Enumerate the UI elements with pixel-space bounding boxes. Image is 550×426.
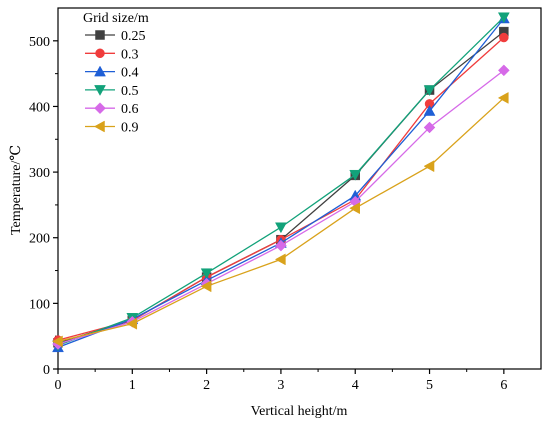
y-axis: 0 100 200 300 400 500 xyxy=(29,35,58,378)
plot-area xyxy=(57,7,542,370)
data-point xyxy=(126,317,138,330)
series-0.5 xyxy=(52,12,510,352)
data-point xyxy=(497,91,509,104)
data-point xyxy=(275,222,287,234)
legend-item: 0.6 xyxy=(85,102,139,117)
data-point xyxy=(423,121,436,134)
legend-item: 0.25 xyxy=(85,29,146,44)
legend-label: 0.5 xyxy=(121,84,139,99)
legend-label: 0.3 xyxy=(121,47,139,62)
legend-item: 0.5 xyxy=(85,84,139,99)
legend-title: Grid size/m xyxy=(83,11,149,26)
data-point xyxy=(200,280,212,293)
data-point xyxy=(423,160,435,173)
x-tick-label: 5 xyxy=(426,378,433,393)
legend-swatch-marker xyxy=(93,120,105,133)
x-tick-label: 0 xyxy=(55,378,62,393)
y-axis-label: Temperature/℃ xyxy=(9,145,24,235)
x-tick-label: 2 xyxy=(203,378,210,393)
y-tick-label: 500 xyxy=(29,35,50,50)
legend-label: 0.25 xyxy=(121,29,146,44)
y-tick-label: 0 xyxy=(43,363,50,378)
data-point xyxy=(497,64,510,77)
legend-label: 0.4 xyxy=(121,66,139,81)
data-point xyxy=(349,169,362,181)
data-point xyxy=(423,105,436,116)
legend: Grid size/m 0.25 0.3 0.4 0.5 0.6 0.9 xyxy=(83,11,149,136)
data-point xyxy=(51,335,63,348)
legend-swatch-marker xyxy=(95,30,105,40)
data-point xyxy=(275,239,287,252)
legend-swatch-marker xyxy=(94,102,106,115)
x-axis-label: Vertical height/m xyxy=(251,404,348,419)
x-tick-label: 4 xyxy=(352,378,359,393)
y-tick-label: 300 xyxy=(29,166,50,181)
plot-frame xyxy=(57,7,542,370)
x-tick-label: 1 xyxy=(129,378,136,393)
data-point xyxy=(499,32,509,43)
series-0.9 xyxy=(51,91,509,348)
y-tick-label: 200 xyxy=(29,232,50,247)
y-tick-label: 100 xyxy=(29,297,50,312)
series-layer xyxy=(51,12,510,353)
data-point xyxy=(423,85,436,97)
legend-item: 0.4 xyxy=(85,65,139,81)
y-tick-label: 400 xyxy=(29,100,50,115)
series-0.4 xyxy=(52,12,510,353)
legend-item: 0.3 xyxy=(85,47,139,62)
x-tick-label: 6 xyxy=(500,378,507,393)
data-point xyxy=(200,268,213,280)
data-point xyxy=(497,12,510,24)
legend-swatch-marker xyxy=(94,85,106,96)
x-tick-label: 3 xyxy=(277,378,284,393)
x-axis: 0 1 2 3 4 5 6 xyxy=(55,369,507,393)
legend-item: 0.9 xyxy=(85,121,139,136)
legend-swatch-marker xyxy=(95,48,105,59)
data-point xyxy=(349,202,360,215)
data-point xyxy=(274,253,286,266)
legend-swatch-marker xyxy=(94,65,106,77)
legend-label: 0.9 xyxy=(121,121,139,136)
legend-label: 0.6 xyxy=(121,102,139,117)
